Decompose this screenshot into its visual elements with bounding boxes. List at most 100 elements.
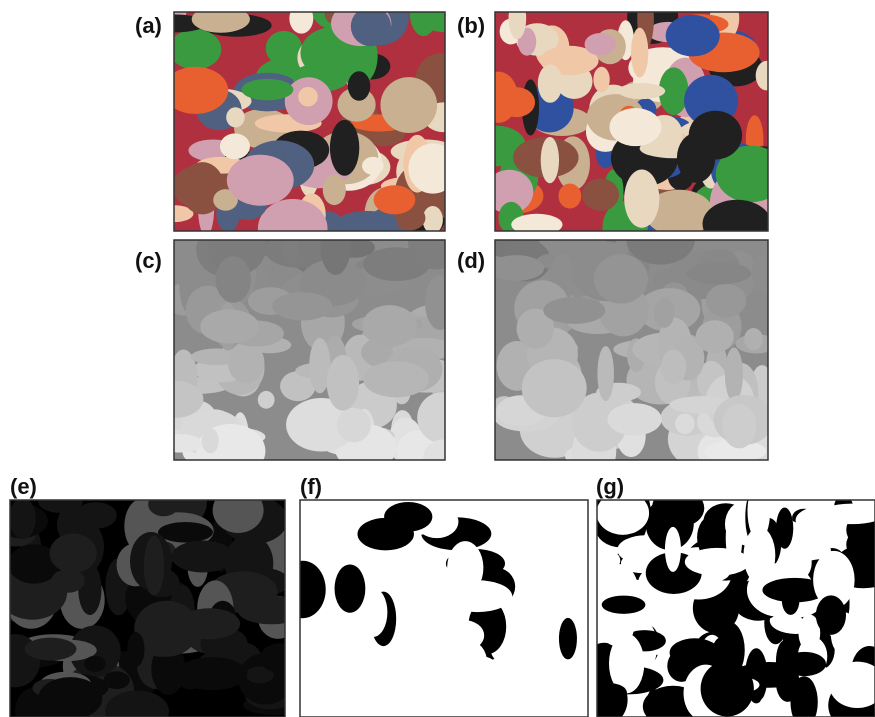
image-blob	[726, 510, 743, 567]
image-blob	[227, 155, 294, 206]
image-blob	[661, 349, 686, 384]
image-blob	[148, 492, 179, 516]
panel-image	[0, 479, 310, 717]
panel-label: (e)	[10, 474, 37, 499]
image-blob	[541, 137, 559, 183]
image-blob	[408, 143, 457, 193]
image-blob	[192, 6, 250, 33]
image-blob	[451, 640, 488, 685]
image-blob	[406, 544, 424, 572]
image-blob	[423, 206, 443, 234]
image-blob	[585, 33, 616, 56]
image-blob	[179, 608, 240, 639]
image-blob	[756, 61, 778, 91]
image-blob	[744, 328, 763, 350]
image-blob	[337, 408, 371, 443]
image-blob	[485, 492, 551, 531]
image-blob	[362, 157, 384, 175]
image-blob	[216, 256, 252, 302]
image-blob	[412, 672, 449, 691]
image-blob	[272, 292, 333, 320]
image-blob	[675, 413, 695, 434]
image-blob	[228, 342, 265, 383]
image-blob	[706, 284, 747, 317]
panel-label: (f)	[300, 474, 322, 499]
panel-label: (g)	[596, 474, 624, 499]
image-blob	[144, 536, 164, 596]
image-blob	[725, 348, 743, 402]
image-blob	[549, 672, 583, 710]
image-blob	[177, 657, 248, 690]
image-blob	[558, 184, 581, 209]
image-blob	[127, 632, 144, 667]
panel-image	[566, 482, 875, 717]
image-blob	[327, 355, 360, 411]
panel-image	[142, 0, 472, 258]
image-blob	[593, 67, 609, 93]
image-blob	[559, 618, 577, 660]
image-blob	[220, 133, 250, 159]
image-blob	[330, 120, 359, 176]
image-blob	[266, 31, 302, 66]
image-blob	[362, 305, 417, 347]
panel-label: (a)	[135, 13, 162, 38]
image-blob	[752, 254, 782, 294]
image-blob	[241, 79, 293, 101]
image-blob	[511, 536, 546, 560]
image-blob	[25, 638, 77, 661]
image-blob	[594, 254, 648, 303]
image-blob	[163, 67, 228, 114]
image-blob	[487, 675, 549, 698]
image-blob	[298, 87, 318, 106]
image-blob	[618, 83, 665, 99]
image-blob	[158, 522, 213, 543]
image-blob	[783, 652, 826, 676]
image-blob	[19, 592, 48, 613]
image-blob	[701, 661, 754, 716]
image-blob	[816, 595, 846, 634]
image-blob	[538, 64, 563, 102]
image-blob	[686, 262, 751, 284]
image-blob	[609, 108, 661, 146]
image-blob	[374, 185, 416, 214]
image-blob	[171, 540, 234, 572]
panel-image	[485, 215, 788, 480]
image-blob	[226, 107, 244, 127]
image-blob	[258, 391, 275, 409]
panel-label: (c)	[135, 248, 162, 273]
image-blob	[624, 170, 659, 228]
image-blob	[722, 404, 756, 449]
image-blob	[280, 561, 326, 618]
image-blob	[283, 232, 299, 265]
image-blob	[787, 546, 812, 580]
image-blob	[328, 507, 346, 543]
image-blob	[169, 29, 221, 69]
image-blob	[543, 297, 605, 324]
image-blob	[153, 624, 178, 642]
image-blob	[213, 487, 264, 533]
image-blob	[380, 77, 437, 133]
image-blob	[103, 671, 129, 689]
panel-image	[467, 0, 790, 254]
panel-image	[280, 480, 610, 717]
panel-label: (d)	[457, 248, 485, 273]
panel-label: (b)	[457, 13, 485, 38]
image-blob	[84, 656, 105, 672]
image-blob	[631, 28, 648, 78]
image-blob	[747, 482, 770, 540]
image-blob	[654, 297, 674, 327]
image-blob	[782, 586, 800, 615]
image-blob	[602, 596, 646, 614]
figure: (a) (b) (c) (d) (e) (f) (g)	[0, 0, 875, 717]
image-blob	[666, 15, 720, 56]
image-blob	[597, 346, 614, 401]
image-blob	[200, 309, 259, 343]
image-blob	[511, 214, 562, 236]
image-blob	[289, 3, 313, 33]
image-blob	[348, 71, 370, 101]
image-blob	[661, 490, 705, 526]
image-blob	[479, 72, 518, 123]
panel-image	[145, 213, 470, 481]
image-blob	[417, 392, 466, 443]
image-blob	[50, 533, 97, 573]
